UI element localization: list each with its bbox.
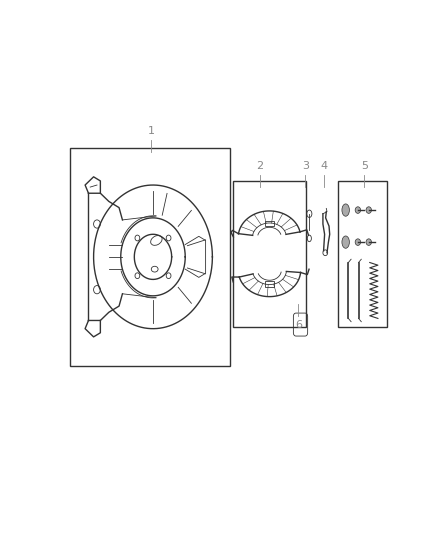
- Ellipse shape: [342, 204, 350, 216]
- Ellipse shape: [342, 236, 350, 248]
- Text: 5: 5: [361, 160, 368, 171]
- Text: 3: 3: [302, 160, 309, 171]
- Bar: [265, 221, 273, 227]
- Circle shape: [355, 239, 360, 245]
- Text: 6: 6: [295, 320, 302, 330]
- Bar: [338, 181, 387, 327]
- Bar: [233, 181, 306, 327]
- Text: 1: 1: [148, 126, 155, 136]
- Bar: [265, 281, 273, 287]
- Text: 2: 2: [257, 160, 264, 171]
- Circle shape: [366, 239, 371, 245]
- Text: 4: 4: [320, 160, 328, 171]
- Circle shape: [366, 207, 371, 213]
- Bar: [70, 148, 230, 366]
- Circle shape: [355, 207, 360, 213]
